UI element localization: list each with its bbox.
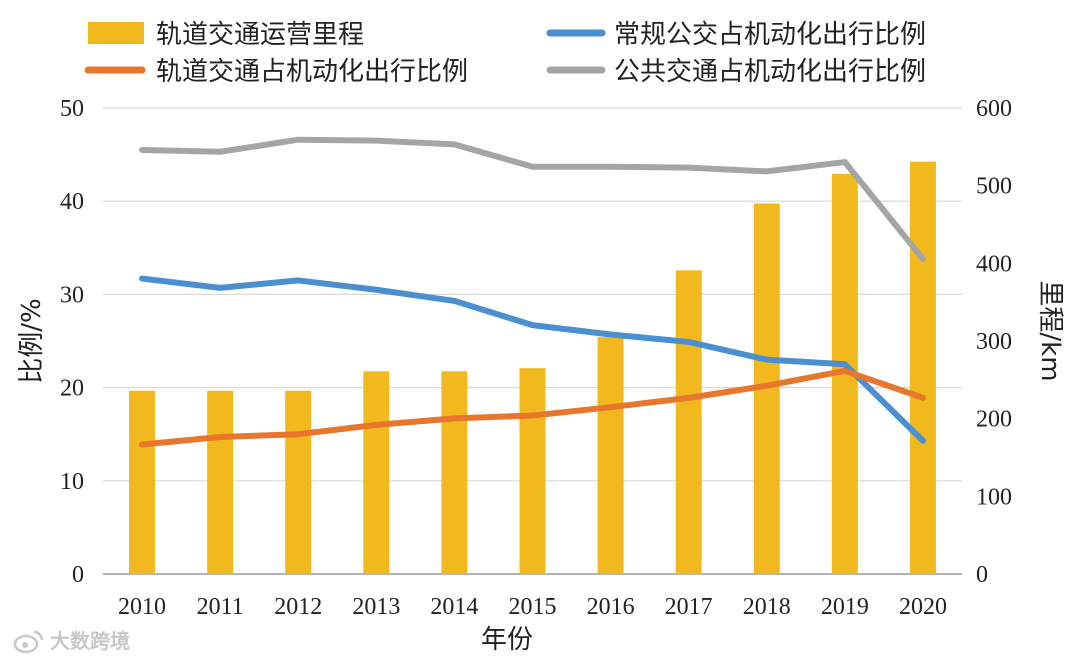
bar bbox=[207, 390, 234, 574]
line-series bbox=[139, 136, 926, 448]
legend-swatch-bar bbox=[88, 22, 144, 44]
y-right-tick-label: 300 bbox=[976, 329, 1012, 355]
y-right-axis-title: 里程/km bbox=[1035, 280, 1065, 381]
y-left-tick-label: 30 bbox=[60, 282, 84, 308]
x-tick-label: 2010 bbox=[118, 594, 166, 620]
bar bbox=[597, 337, 624, 574]
y-left-tick-label: 20 bbox=[60, 376, 84, 402]
y-right-tick-label: 400 bbox=[976, 251, 1012, 277]
bar bbox=[441, 371, 468, 574]
series-line-1 bbox=[139, 275, 926, 444]
watermark-text: 大数跨境 bbox=[50, 629, 130, 653]
y-left-tick-label: 40 bbox=[60, 189, 84, 215]
x-axis-title: 年份 bbox=[481, 625, 533, 655]
weibo-icon bbox=[13, 630, 44, 654]
bar bbox=[363, 371, 390, 574]
x-tick-label: 2018 bbox=[743, 594, 791, 620]
x-tick-label: 2016 bbox=[587, 594, 635, 620]
x-tick-label: 2017 bbox=[665, 594, 713, 620]
series-line-3 bbox=[139, 136, 926, 262]
y-left-tick-label: 10 bbox=[60, 469, 84, 495]
bar bbox=[909, 161, 936, 574]
legend-label: 轨道交通占机动化出行比例 bbox=[156, 57, 468, 87]
x-tick-label: 2014 bbox=[430, 594, 478, 620]
bar bbox=[519, 368, 546, 574]
legend-label: 公共交通占机动化出行比例 bbox=[614, 57, 926, 87]
y-right-tick-label: 0 bbox=[976, 562, 988, 588]
y-right-tick-label: 200 bbox=[976, 407, 1012, 433]
x-tick-label: 2015 bbox=[509, 594, 557, 620]
x-tick-label: 2013 bbox=[352, 594, 400, 620]
legend-label: 轨道交通运营里程 bbox=[156, 20, 364, 50]
x-tick-label: 2012 bbox=[274, 594, 322, 620]
y-right-tick-label: 500 bbox=[976, 174, 1012, 200]
bar bbox=[129, 390, 156, 574]
bar bbox=[285, 390, 312, 574]
x-tick-label: 2020 bbox=[899, 594, 947, 620]
series-line-2 bbox=[139, 367, 926, 448]
x-tick-label: 2019 bbox=[821, 594, 869, 620]
y-right-tick-label: 600 bbox=[976, 96, 1012, 122]
y-left-tick-label: 0 bbox=[72, 562, 84, 588]
bar bbox=[675, 270, 702, 574]
x-tick-label: 2011 bbox=[197, 594, 244, 620]
y-left-axis-title: 比例/% bbox=[17, 298, 47, 383]
bar-series bbox=[129, 161, 936, 574]
y-left-tick-label: 50 bbox=[60, 96, 84, 122]
axis-titles: 年份 比例/% 里程/km bbox=[17, 280, 1065, 655]
legend-label: 常规公交占机动化出行比例 bbox=[614, 20, 926, 50]
y-right-tick-label: 100 bbox=[976, 484, 1012, 510]
watermark: 大数跨境 bbox=[13, 629, 130, 654]
